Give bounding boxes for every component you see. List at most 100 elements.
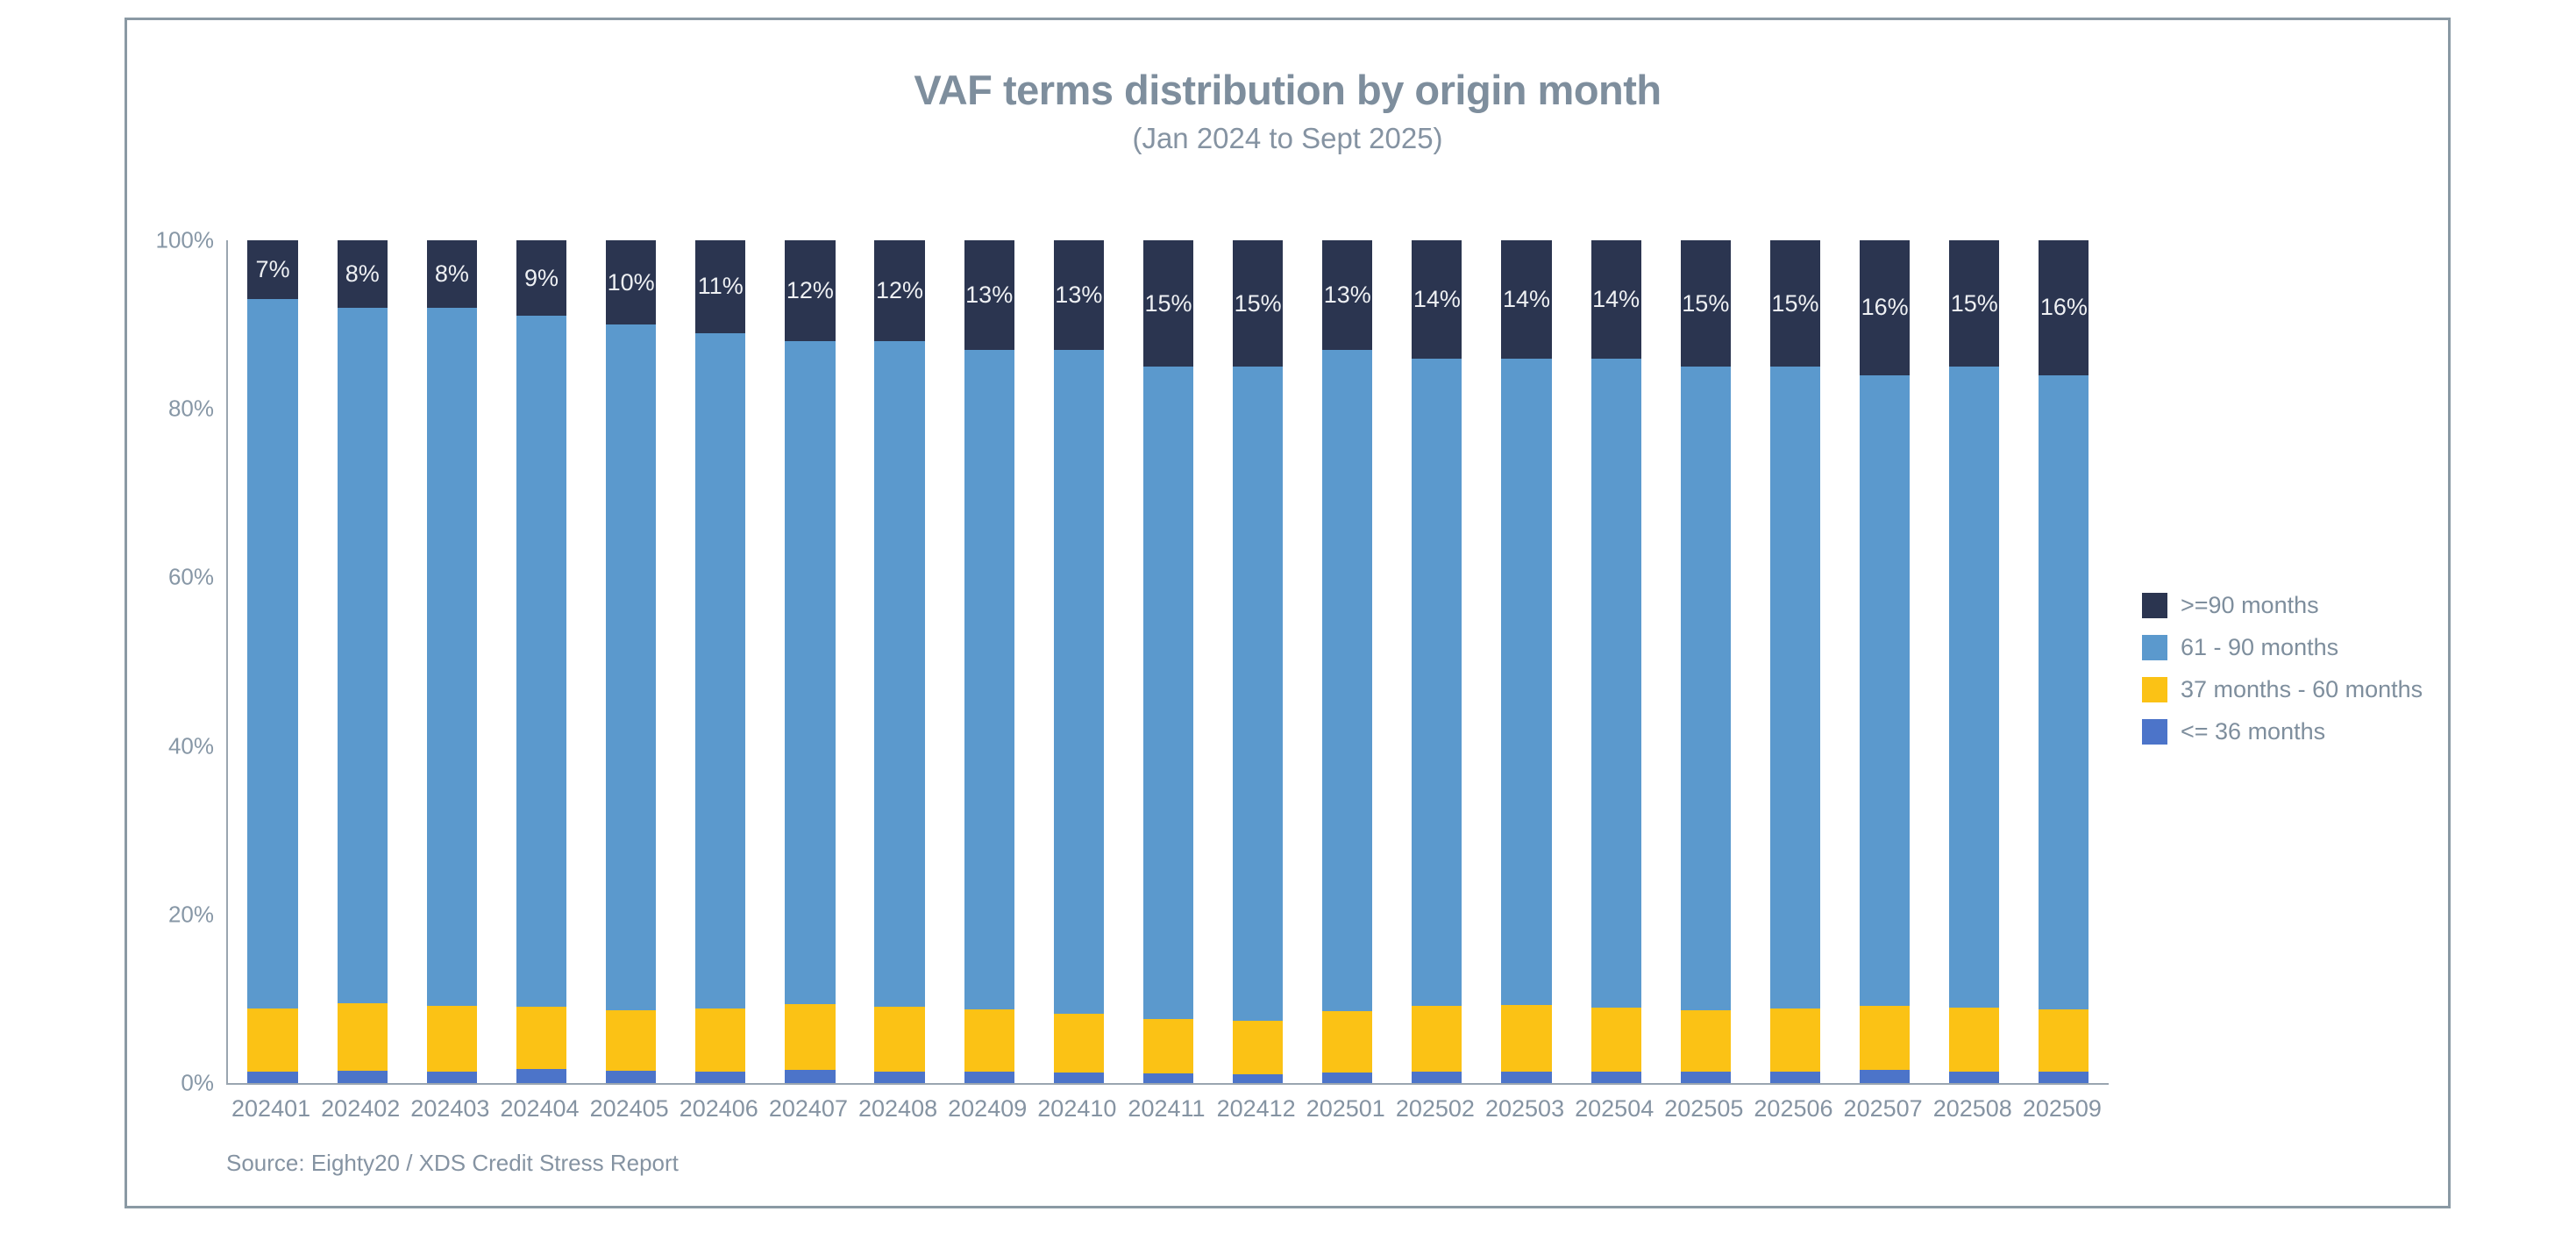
bar-202502: 14% [1412,240,1462,1083]
bar-slot-202502: 14% [1392,240,1482,1083]
legend-label-0: >=90 months [2181,592,2319,618]
segment-le36-202508 [1949,1071,2000,1083]
bar-slot-202410: 13% [1034,240,1123,1083]
segment-m37_60-202408 [874,1006,925,1072]
bar-slot-202412: 15% [1213,240,1303,1083]
segment-le36-202404 [516,1068,567,1083]
segment-ge90-202506: 15% [1769,240,1821,367]
bar-202409: 13% [964,240,1014,1083]
bars: 7% 8% 8% 9% 10% 11% 12% 12% 13% 13% 15% 15% 13% 14% 14… [228,240,2109,1083]
segment-le36-202506 [1769,1072,1821,1083]
segment-le36-202411 [1142,1073,1194,1083]
segment-m61_90-202411 [1142,367,1194,1019]
bar-slot-202406: 11% [676,240,765,1083]
bar-slot-202403: 8% [407,240,496,1083]
x-tick-202508: 202508 [1932,1095,2012,1122]
legend-label-2: 37 months - 60 months [2181,676,2423,702]
segment-le36-202501 [1322,1073,1373,1083]
segment-le36-202402 [337,1070,388,1083]
segment-le36-202405 [606,1070,657,1083]
legend-swatch-0 [2142,593,2167,618]
y-axis-tick-labels: 100% 80% 60% 40% 20% 0% [127,227,215,1096]
bar-202402: 8% [337,240,388,1083]
x-axis-tick-labels: 202401 202402 202403 202404 202405 202406 2024… [226,1095,2107,1123]
x-tick-202502: 202502 [1395,1095,1475,1122]
segment-m61_90-202412 [1233,367,1284,1021]
bar-202412: 15% [1233,240,1284,1083]
segment-m61_90-202407 [785,341,836,1004]
x-tick-202506: 202506 [1754,1095,1833,1122]
segment-ge90-202412: 15% [1233,240,1284,367]
bar-slot-202401: 7% [228,240,317,1083]
x-tick-202504: 202504 [1575,1095,1654,1122]
bar-slot-202404: 9% [496,240,586,1083]
bar-slot-202409: 13% [944,240,1034,1083]
segment-ge90-202409: 13% [964,240,1014,350]
bar-202504: 14% [1590,240,1641,1083]
source-note: Source: Eighty20 / XDS Credit Stress Rep… [226,1150,679,1176]
segment-m37_60-202502 [1412,1005,1462,1072]
x-tick-202507: 202507 [1843,1095,1923,1122]
segment-m37_60-202409 [964,1009,1014,1073]
x-tick-202501: 202501 [1306,1095,1385,1122]
segment-ge90-202408: 12% [874,240,925,342]
segment-m61_90-202507 [1860,374,1911,1006]
segment-ge90-202502: 14% [1412,240,1462,359]
segment-m61_90-202508 [1949,367,2000,1008]
bar-slot-202407: 12% [765,240,855,1083]
y-tick-20: 20% [167,901,214,928]
segment-le36-202505 [1680,1071,1731,1083]
y-tick-60: 60% [167,563,214,590]
segment-le36-202509 [2039,1072,2089,1083]
x-tick-202408: 202408 [858,1095,938,1122]
segment-m37_60-202508 [1949,1008,2000,1072]
segment-m37_60-202401 [247,1008,298,1073]
segment-m61_90-202401 [247,299,298,1009]
segment-ge90-202508: 15% [1949,240,2000,367]
segment-ge90-202411: 15% [1142,240,1194,367]
bar-slot-202507: 16% [1840,240,1930,1083]
segment-ge90-202501: 13% [1322,240,1373,350]
segment-m37_60-202407 [785,1003,836,1070]
segment-m37_60-202501 [1322,1011,1373,1073]
segment-ge90-202403: 8% [426,240,477,308]
bar-202404: 9% [516,240,567,1083]
bar-202403: 8% [426,240,477,1083]
segment-ge90-202401: 7% [247,240,298,300]
segment-m37_60-202504 [1590,1007,1641,1073]
segment-m37_60-202404 [516,1006,567,1069]
segment-le36-202507 [1860,1069,1911,1083]
segment-m37_60-202503 [1501,1004,1552,1072]
y-tick-40: 40% [167,732,214,759]
bar-202501: 13% [1322,240,1373,1083]
x-tick-202503: 202503 [1484,1095,1565,1122]
chart-subtitle: (Jan 2024 to Sept 2025) [1132,122,1443,154]
segment-le36-202403 [426,1071,477,1083]
segment-m61_90-202502 [1412,358,1462,1006]
segment-m61_90-202403 [426,307,477,1006]
legend-label-3: <= 36 months [2181,718,2326,745]
segment-m61_90-202506 [1769,367,1821,1009]
segment-le36-202412 [1233,1074,1284,1083]
bar-202505: 15% [1680,240,1731,1083]
plot-area: 7% 8% 8% 9% 10% 11% 12% 12% 13% 13% 15% 15% 13% 14% 14… [226,240,2109,1085]
x-tick-202409: 202409 [948,1095,1028,1122]
chart-frame: VAF terms distribution by origin month (… [125,18,2451,1208]
y-tick-0: 0% [181,1069,214,1096]
segment-m61_90-202405 [606,324,657,1011]
segment-le36-202401 [247,1072,298,1083]
legend-swatch-1 [2142,635,2167,660]
bar-202509: 16% [2039,240,2089,1083]
bar-202508: 15% [1949,240,2000,1083]
bar-slot-202506: 15% [1750,240,1839,1083]
segment-m37_60-202505 [1680,1010,1731,1072]
segment-m37_60-202506 [1769,1008,1821,1073]
x-tick-202411: 202411 [1128,1095,1206,1122]
segment-ge90-202509: 16% [2039,240,2089,375]
bar-202405: 10% [606,240,657,1083]
segment-m37_60-202410 [1053,1014,1104,1073]
segment-ge90-202405: 10% [606,240,657,325]
segment-m37_60-202509 [2039,1009,2089,1073]
legend-label-1: 61 - 90 months [2181,634,2339,660]
